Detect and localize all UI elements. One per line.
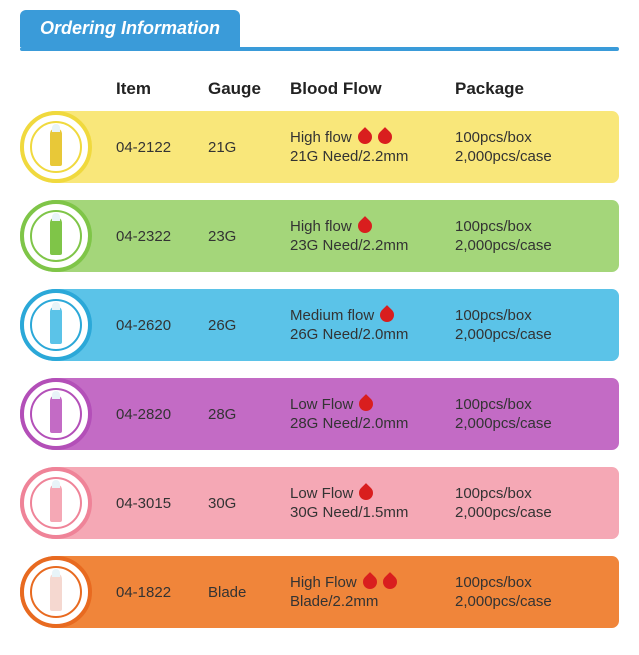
flow-spec: Blade/2.2mm bbox=[290, 592, 455, 612]
blood-drop-icon bbox=[380, 572, 400, 592]
flow-spec: 26G Need/2.0mm bbox=[290, 325, 455, 345]
cell-gauge: 26G bbox=[208, 317, 290, 334]
flow-level: High flow bbox=[290, 217, 352, 237]
package-box: 100pcs/box bbox=[455, 306, 595, 326]
lancet-icon bbox=[50, 573, 62, 611]
cell-blood-flow: High flow23G Need/2.2mm bbox=[290, 217, 455, 256]
cell-blood-flow: High flow21G Need/2.2mm bbox=[290, 128, 455, 167]
package-box: 100pcs/box bbox=[455, 128, 595, 148]
flow-level: Medium flow bbox=[290, 306, 374, 326]
cell-gauge: 30G bbox=[208, 495, 290, 512]
lancet-icon bbox=[50, 306, 62, 344]
cell-gauge: 23G bbox=[208, 228, 290, 245]
flow-spec: 23G Need/2.2mm bbox=[290, 236, 455, 256]
blood-drop-icon bbox=[356, 483, 376, 503]
cell-item: 04-2620 bbox=[116, 317, 208, 334]
flow-spec: 30G Need/1.5mm bbox=[290, 503, 455, 523]
blood-drop-icon bbox=[360, 572, 380, 592]
lancet-icon bbox=[50, 128, 62, 166]
lancet-icon bbox=[50, 395, 62, 433]
package-case: 2,000pcs/case bbox=[455, 414, 595, 434]
cell-gauge: 21G bbox=[208, 139, 290, 156]
cell-item: 04-2322 bbox=[116, 228, 208, 245]
flow-spec: 28G Need/2.0mm bbox=[290, 414, 455, 434]
table-body: 04-212221GHigh flow21G Need/2.2mm100pcs/… bbox=[20, 111, 619, 628]
flow-level: High flow bbox=[290, 128, 352, 148]
lancet-icon bbox=[50, 484, 62, 522]
col-header-flow: Blood Flow bbox=[290, 79, 455, 99]
table-header-row: Item Gauge Blood Flow Package bbox=[20, 71, 619, 111]
header-title: Ordering Information bbox=[20, 10, 240, 47]
cell-item: 04-2122 bbox=[116, 139, 208, 156]
table-row: 04-282028GLow Flow28G Need/2.0mm100pcs/b… bbox=[20, 378, 619, 450]
table-row: 04-1822BladeHigh FlowBlade/2.2mm100pcs/b… bbox=[20, 556, 619, 628]
blood-drop-icon bbox=[355, 127, 375, 147]
package-box: 100pcs/box bbox=[455, 573, 595, 593]
table-row: 04-301530GLow Flow30G Need/1.5mm100pcs/b… bbox=[20, 467, 619, 539]
cell-blood-flow: High FlowBlade/2.2mm bbox=[290, 573, 455, 612]
flow-level: Low Flow bbox=[290, 484, 353, 504]
header-rule bbox=[20, 47, 619, 51]
table-row: 04-232223GHigh flow23G Need/2.2mm100pcs/… bbox=[20, 200, 619, 272]
blood-drop-icon bbox=[377, 305, 397, 325]
cell-item: 04-2820 bbox=[116, 406, 208, 423]
package-case: 2,000pcs/case bbox=[455, 236, 595, 256]
lancet-ring-icon bbox=[20, 556, 92, 628]
cell-package: 100pcs/box2,000pcs/case bbox=[455, 217, 595, 256]
lancet-ring-icon bbox=[20, 200, 92, 272]
flow-spec: 21G Need/2.2mm bbox=[290, 147, 455, 167]
package-box: 100pcs/box bbox=[455, 217, 595, 237]
cell-package: 100pcs/box2,000pcs/case bbox=[455, 306, 595, 345]
package-case: 2,000pcs/case bbox=[455, 147, 595, 167]
package-box: 100pcs/box bbox=[455, 395, 595, 415]
lancet-icon bbox=[50, 217, 62, 255]
lancet-ring-icon bbox=[20, 378, 92, 450]
blood-drop-icon bbox=[355, 216, 375, 236]
blood-drop-icon bbox=[356, 394, 376, 414]
cell-gauge: Blade bbox=[208, 584, 290, 601]
package-box: 100pcs/box bbox=[455, 484, 595, 504]
lancet-ring-icon bbox=[20, 467, 92, 539]
package-case: 2,000pcs/case bbox=[455, 592, 595, 612]
cell-item: 04-1822 bbox=[116, 584, 208, 601]
cell-package: 100pcs/box2,000pcs/case bbox=[455, 573, 595, 612]
flow-level: Low Flow bbox=[290, 395, 353, 415]
lancet-ring-icon bbox=[20, 289, 92, 361]
col-header-gauge: Gauge bbox=[208, 79, 290, 99]
lancet-ring-icon bbox=[20, 111, 92, 183]
cell-package: 100pcs/box2,000pcs/case bbox=[455, 484, 595, 523]
cell-item: 04-3015 bbox=[116, 495, 208, 512]
table-row: 04-212221GHigh flow21G Need/2.2mm100pcs/… bbox=[20, 111, 619, 183]
cell-package: 100pcs/box2,000pcs/case bbox=[455, 395, 595, 434]
cell-blood-flow: Low Flow30G Need/1.5mm bbox=[290, 484, 455, 523]
package-case: 2,000pcs/case bbox=[455, 325, 595, 345]
cell-blood-flow: Medium flow26G Need/2.0mm bbox=[290, 306, 455, 345]
col-header-package: Package bbox=[455, 79, 595, 99]
cell-blood-flow: Low Flow28G Need/2.0mm bbox=[290, 395, 455, 434]
package-case: 2,000pcs/case bbox=[455, 503, 595, 523]
table-row: 04-262026GMedium flow26G Need/2.0mm100pc… bbox=[20, 289, 619, 361]
cell-gauge: 28G bbox=[208, 406, 290, 423]
blood-drop-icon bbox=[375, 127, 395, 147]
flow-level: High Flow bbox=[290, 573, 357, 593]
cell-package: 100pcs/box2,000pcs/case bbox=[455, 128, 595, 167]
col-header-item: Item bbox=[116, 79, 208, 99]
section-header: Ordering Information bbox=[20, 10, 619, 51]
